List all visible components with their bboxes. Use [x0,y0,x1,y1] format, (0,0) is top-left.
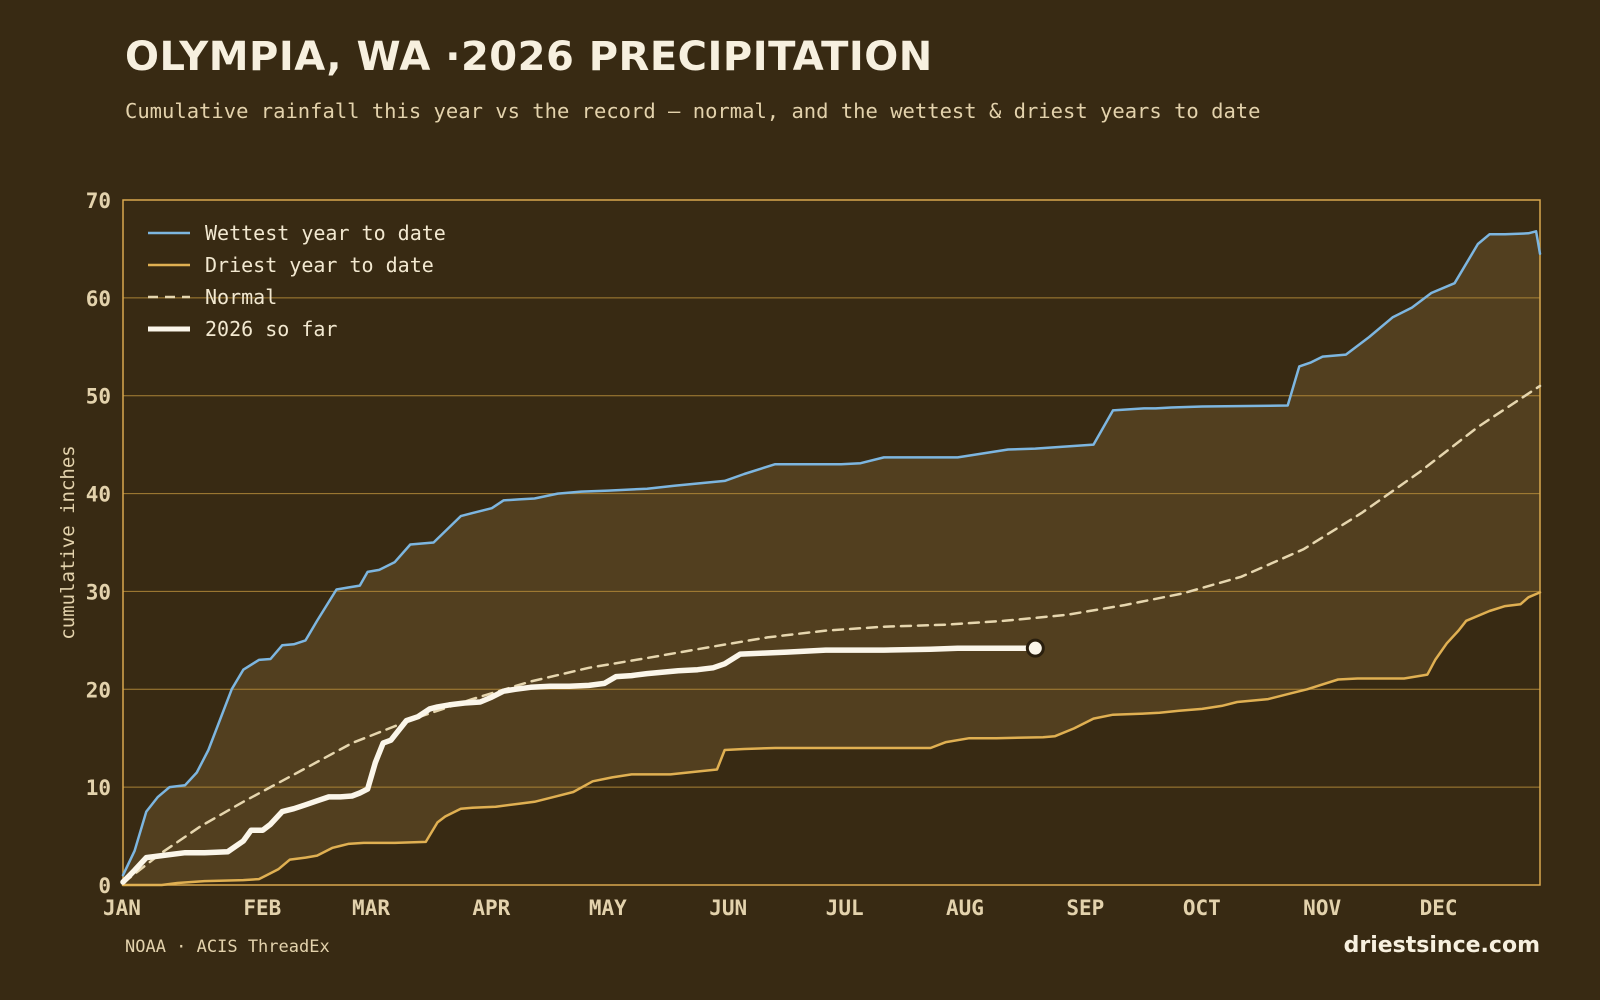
data-source: NOAA · ACIS ThreadEx [125,937,330,957]
current-endpoint-marker [1025,638,1045,658]
brand-link[interactable]: driestsince.com [1343,933,1540,958]
x-tick-label: DEC [1420,896,1458,920]
legend-label: 2026 so far [205,317,337,341]
chart-title: OLYMPIA, WA ·2026 PRECIPITATION [125,34,933,80]
x-tick-label: SEP [1066,896,1104,920]
y-tick-label: 50 [86,385,111,409]
legend-label: Driest year to date [205,253,434,277]
y-tick-label: 0 [98,874,111,898]
y-tick-label: 30 [86,580,111,604]
record-range-band-layer [123,231,1540,886]
x-tick-label: JUL [826,896,864,920]
y-tick-label: 20 [86,678,111,702]
x-tick-label: MAR [352,896,390,920]
x-tick-label: MAY [589,896,627,920]
y-tick-label: 70 [86,189,111,213]
x-tick-label: AUG [946,896,984,920]
y-tick-label: 10 [86,776,111,800]
x-tick-label: APR [472,896,510,920]
y-tick-label: 60 [86,287,111,311]
legend-label: Normal [205,285,277,309]
legend: Wettest year to date Driest year to date N… [148,221,446,341]
series-layer [120,230,1542,887]
x-tick-label: NOV [1303,896,1341,920]
chart-subtitle: Cumulative rainfall this year vs the rec… [125,99,1261,123]
y-axis-label: cumulative inches [57,445,79,639]
x-tick-label: OCT [1183,896,1221,920]
y-tick-label: 40 [86,483,111,507]
x-tick-label: FEB [243,896,281,920]
plot-border [122,199,1541,886]
series-line-wettest-year-to-date [121,230,1542,877]
record-range-band [123,231,1540,886]
x-tick-label: JAN [103,896,141,920]
axis-layer: 0 10 20 30 40 50 60 70 JAN FEB MAR APR MAY JUN JUL AUG S… [57,189,1541,920]
x-tick-label: JUN [709,896,747,920]
series-line-normal [121,384,1542,885]
series-line-2026-so-far [120,645,1039,885]
legend-label: Wettest year to date [205,221,446,245]
series-line-driest-year-to-date [121,591,1542,887]
